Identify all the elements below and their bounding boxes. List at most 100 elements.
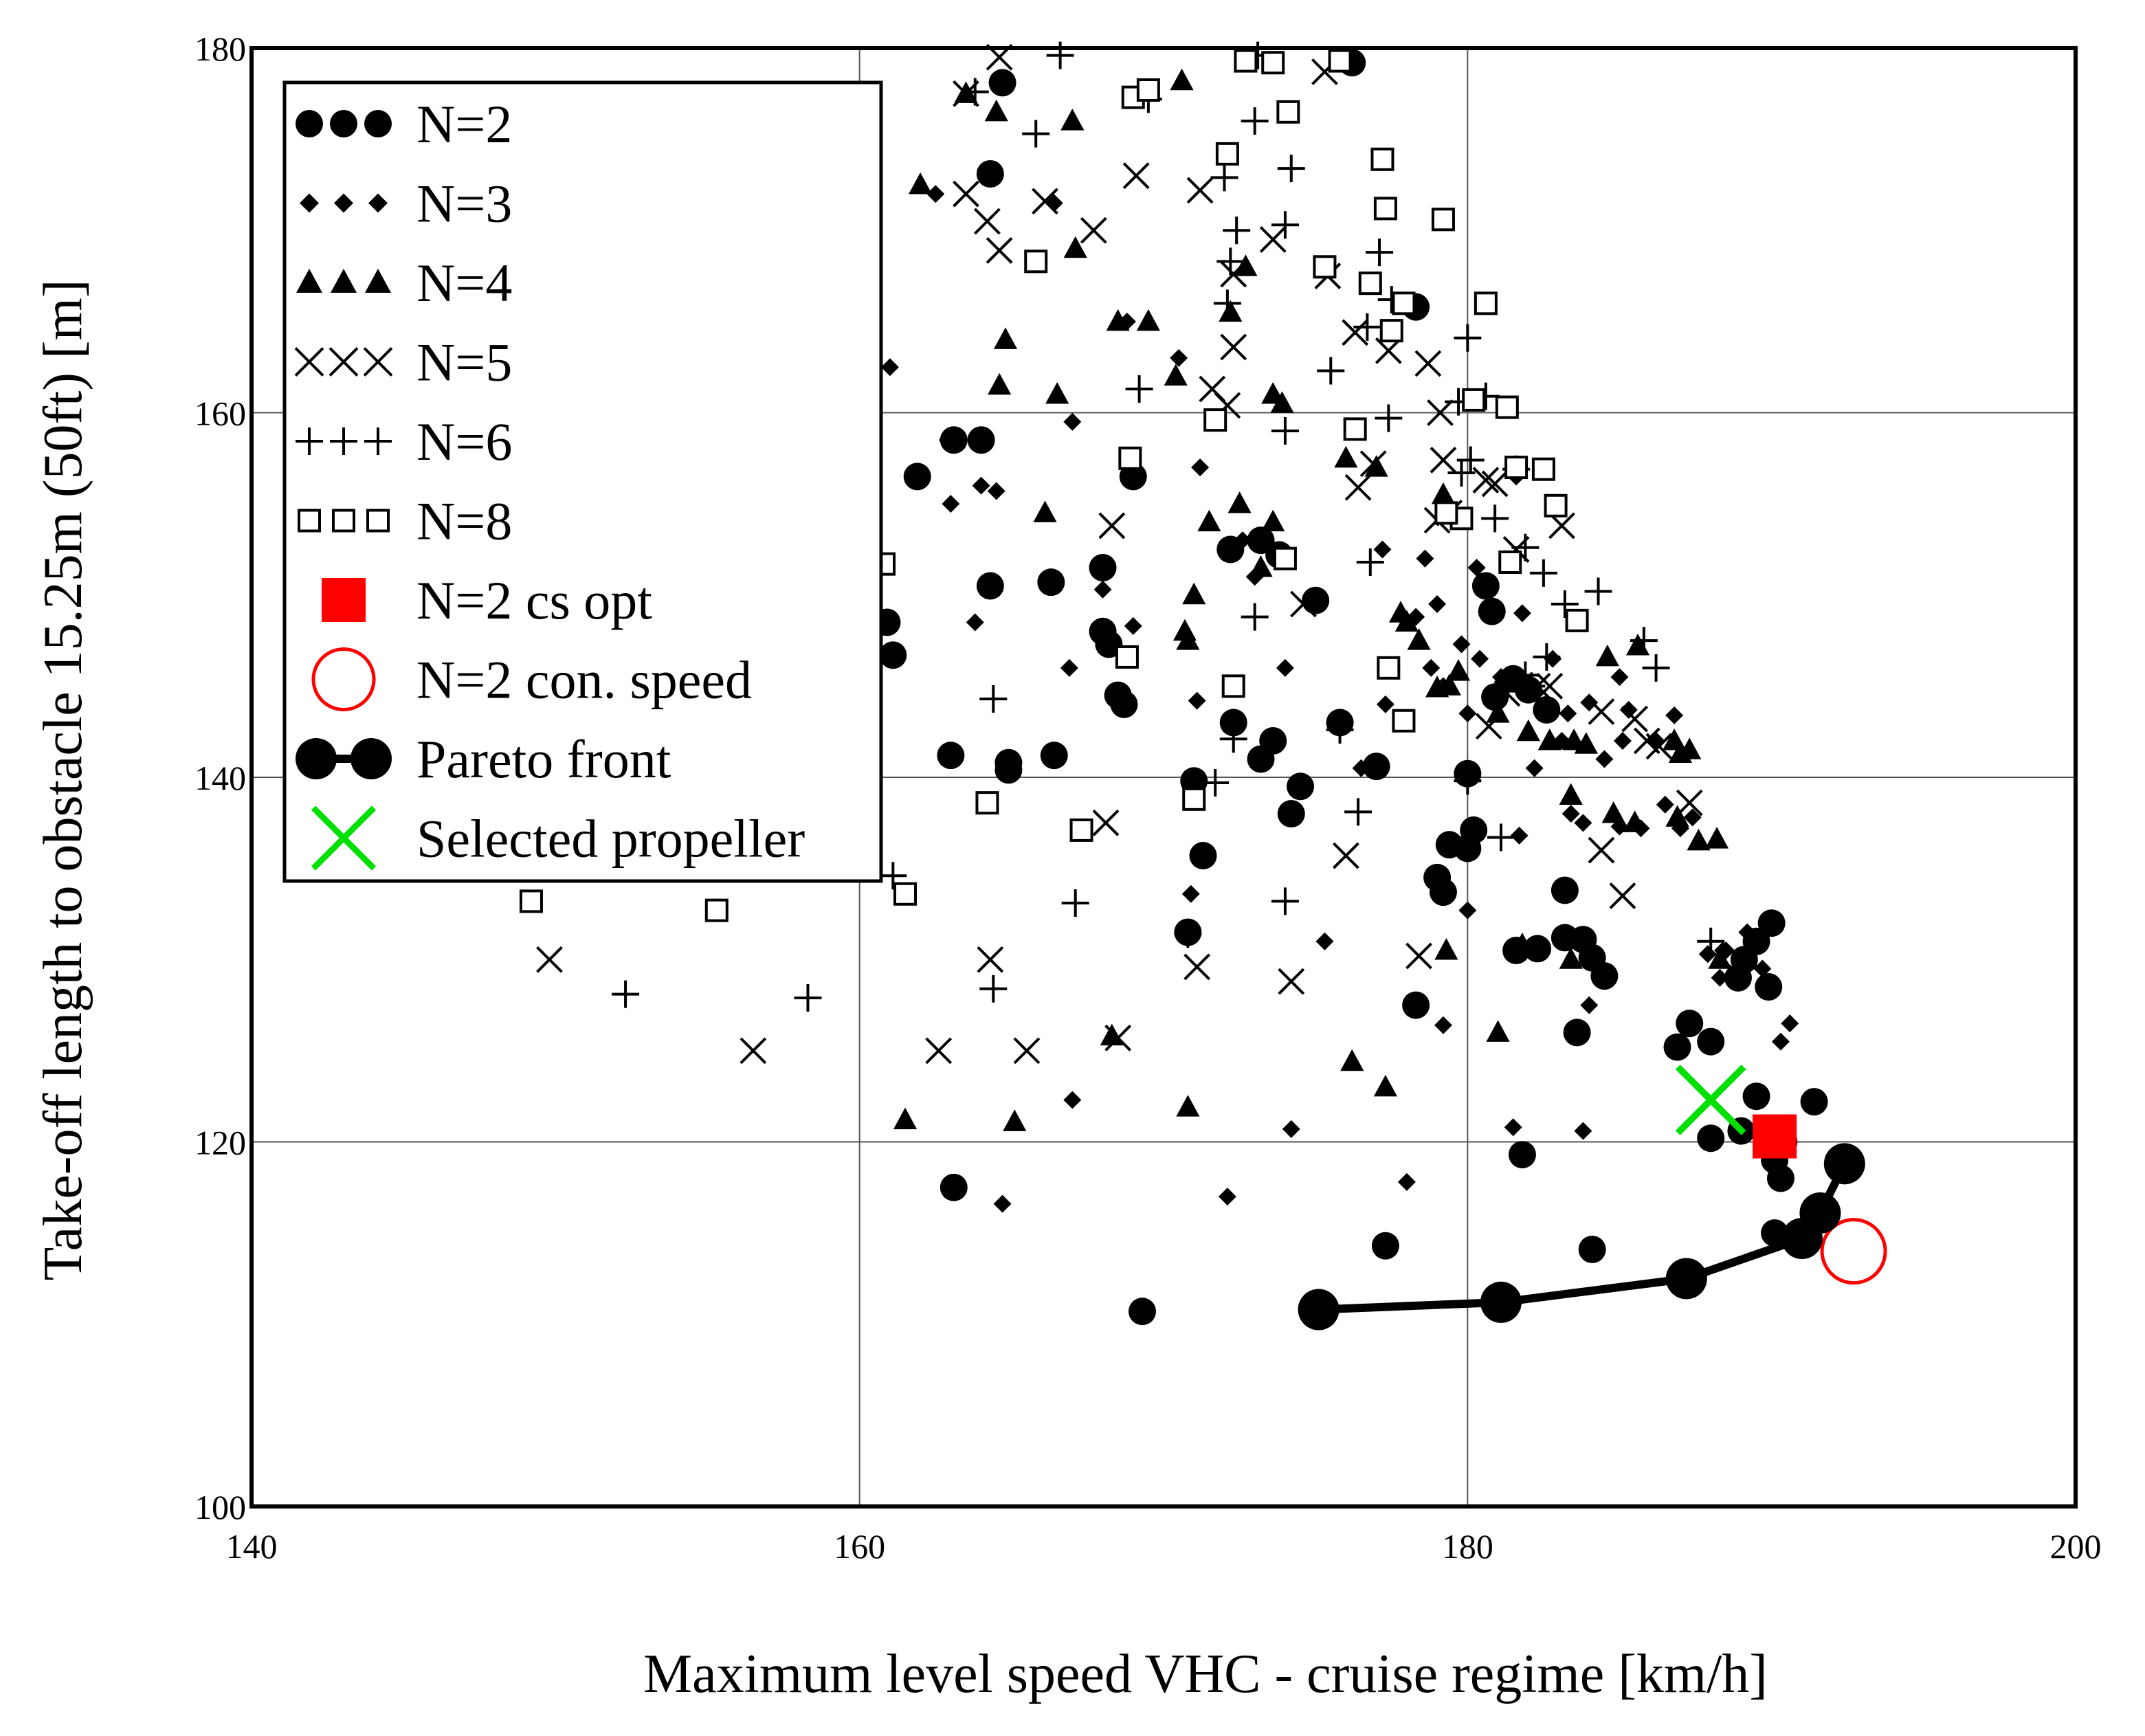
point-n-5 [1405,942,1432,970]
legend-label: N=2 [416,94,512,154]
point-n-5 [1475,713,1502,740]
point-n-3 [1683,808,1702,827]
point-n-4 [1170,68,1194,91]
point-n-4 [1261,509,1285,532]
point-n-5 [1220,260,1247,288]
point-n-5 [1359,450,1387,478]
point-n-6 [1454,767,1482,795]
point-n-2 [937,742,965,770]
point-n-8 [1328,49,1352,73]
point-n-2 [994,756,1023,784]
point-n-6 [1022,120,1050,148]
point-n-2 [1514,676,1542,704]
point-n-4 [1559,783,1583,805]
point-n-5 [1342,319,1369,346]
point-n-3 [1218,1188,1236,1206]
point-n-6 [1241,603,1269,631]
point-n-8 [1531,457,1555,481]
point-n-6 [1241,107,1269,135]
point-n-3 [1471,649,1489,668]
point-n-3 [1315,932,1334,950]
point-n-2 [1287,772,1315,801]
legend-swatch [300,193,319,213]
point-n-4 [893,1107,918,1130]
point-n-2 [1663,1033,1691,1061]
point-n-6 [1487,823,1515,852]
point-n-6 [1456,446,1485,474]
pareto-front-point [1799,1192,1841,1234]
point-n-3 [993,1194,1012,1213]
point-n-4 [1431,482,1456,504]
point-n-6 [1642,654,1670,682]
legend-swatch [365,269,391,293]
point-n-6 [879,862,907,890]
point-n-2 [1277,800,1305,828]
point-n-2 [1371,1232,1399,1260]
point-n-3 [1434,1016,1452,1034]
point-n-3 [1656,795,1674,814]
point-n-6 [1697,927,1725,955]
point-n-4 [1340,1049,1364,1071]
legend-swatch [366,509,390,533]
point-n-8 [1234,49,1258,73]
point-n-8 [1392,291,1416,315]
point-n-4 [1063,236,1087,258]
point-n-8 [1069,818,1093,842]
legend-item-n-2-cs-opt: N=2 cs opt [322,570,652,630]
point-n-5 [1344,474,1372,501]
point-n-4 [1434,937,1458,960]
point-n-2 [1697,1124,1725,1153]
point-n-3 [972,476,990,495]
legend-label: Selected propeller [416,809,805,869]
point-n-8 [1276,100,1300,124]
point-n-6 [1174,920,1202,948]
point-n-6 [1551,590,1579,619]
point-n-3 [1580,693,1599,712]
point-n-3 [1580,996,1599,1014]
point-n-6 [1317,357,1345,385]
point-n-8 [1136,78,1160,102]
point-n-2 [1481,683,1509,711]
point-n-8 [1358,271,1382,296]
point-n-8 [1215,142,1239,166]
legend-swatch [322,578,366,622]
point-n-5 [974,208,1001,235]
point-n-5 [925,1037,953,1065]
point-n-3 [1063,1091,1082,1109]
point-n-3 [1619,700,1638,719]
point-n-2 [1757,909,1786,937]
point-n-2 [1189,842,1217,870]
point-n-8 [1565,608,1589,632]
point-n-5 [1493,680,1521,707]
legend-label: N=8 [416,491,512,551]
point-n-8 [1273,546,1297,570]
x-tick-label: 160 [834,1527,885,1566]
point-n-5 [1427,399,1454,426]
point-n-4 [1003,1109,1027,1131]
point-n-2 [1471,572,1500,600]
point-n-4 [1172,619,1197,641]
point-n-4 [1678,737,1702,759]
legend-item-n-3: N=3 [300,174,512,234]
point-n-3 [1352,759,1370,777]
legend-item-n-2: N=2 [296,94,512,154]
point-n-5 [1609,882,1636,909]
point-n-2 [1435,831,1463,859]
point-n-4 [1045,381,1069,404]
point-n-3 [1276,658,1294,677]
point-n-5 [1472,467,1500,494]
point-n-8 [1498,550,1522,575]
y-tick-label: 160 [195,394,246,433]
point-n-8 [1024,249,1048,274]
point-n-6 [1216,247,1245,276]
legend-swatch [368,193,388,213]
legend-swatch [311,647,376,711]
legend-swatch [332,509,355,533]
point-n-4 [1704,827,1729,849]
point-n-5 [1588,698,1615,725]
pareto-front-point [1665,1258,1707,1300]
x-tick-label: 200 [2050,1527,2102,1566]
legend-item-n-4: N=4 [296,253,512,313]
point-n-2 [1040,742,1068,770]
point-n-2 [1037,568,1065,597]
